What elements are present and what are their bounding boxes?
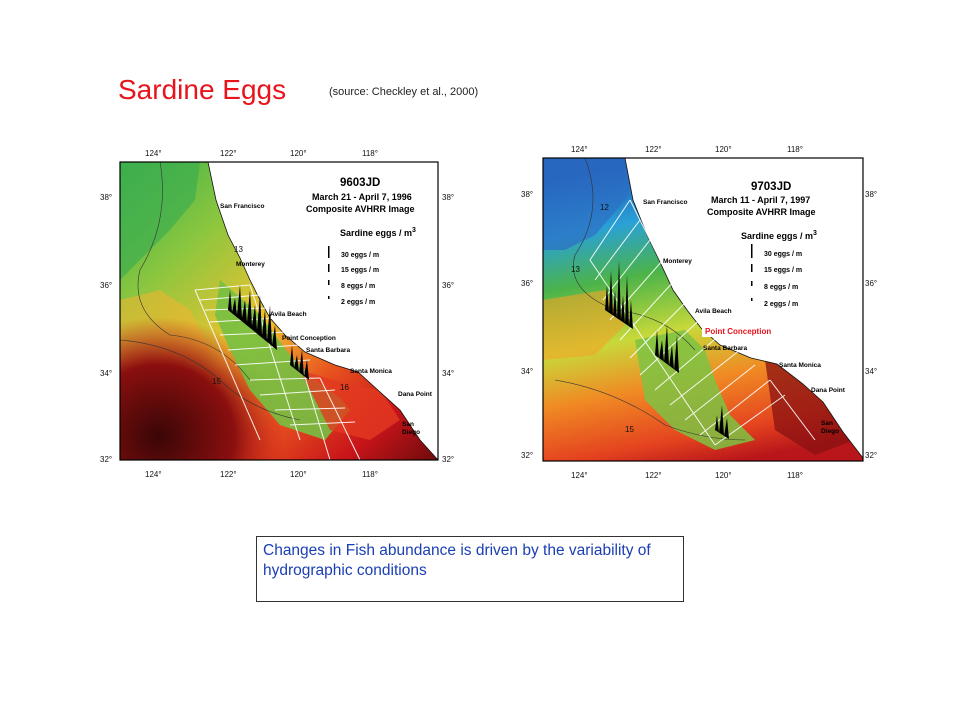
isotherm-labels: 12 13 15 [571,203,634,434]
svg-text:12: 12 [600,203,609,212]
svg-text:32°: 32° [865,451,877,460]
legend-item: 2 eggs / m [764,301,798,308]
map-subtitle: Composite AVHRR Image [306,204,415,214]
svg-text:118°: 118° [787,471,803,480]
egg-density-bars [605,260,729,439]
map-date: March 21 - April 7, 1996 [312,192,412,202]
svg-text:120°: 120° [290,470,307,479]
legend-item: 8 eggs / m [341,283,375,290]
legend-item: 30 eggs / m [764,251,802,258]
land-mass [625,158,863,458]
lat-ticks-right: 38° 36° 34° 32° [865,190,877,460]
svg-text:32°: 32° [100,455,112,464]
svg-text:38°: 38° [100,193,112,202]
svg-text:38°: 38° [865,190,877,199]
svg-text:16: 16 [340,383,349,392]
lat-ticks-left: 38° 36° 34° 32° [100,193,112,464]
map-frame [119,161,439,461]
svg-text:13: 13 [571,265,580,274]
svg-text:34°: 34° [521,367,533,376]
lon-ticks-bottom: 124° 122° 120° 118° [145,470,378,479]
svg-text:34°: 34° [442,369,454,378]
map-frame [542,157,864,462]
svg-text:34°: 34° [865,367,877,376]
svg-text:Santa Barbara: Santa Barbara [703,345,747,352]
svg-text:Santa Monica: Santa Monica [350,368,392,375]
svg-text:San Francisco: San Francisco [643,199,687,206]
legend-title: Sardine eggs / m3 [340,227,416,238]
lat-ticks-left: 38° 36° 34° 32° [521,190,533,460]
svg-text:122°: 122° [645,471,662,480]
sardine-map-1997: 124° 122° 120° 118° 124° 122° 120° 118° … [515,140,885,485]
map-subtitle: Composite AVHRR Image [707,207,816,217]
svg-text:15: 15 [212,377,221,386]
svg-text:Point Conception: Point Conception [282,335,336,342]
source-citation: (source: Checkley et al., 2000) [329,86,479,98]
svg-text:124°: 124° [145,149,162,158]
place-labels: San Francisco Monterey Avila Beach Santa… [643,199,846,435]
svg-text:Diego: Diego [821,428,839,435]
isotherm-labels: 13 15 16 [212,245,349,392]
map-id: 9703JD [751,181,791,193]
legend-item: 30 eggs / m [341,252,379,259]
svg-text:Dana Point: Dana Point [811,387,846,394]
svg-text:122°: 122° [220,470,237,479]
sardine-map-1996: 124° 122° 120° 118° 124° 122° 120° 118° … [100,140,465,485]
svg-text:Monterey: Monterey [663,258,692,265]
svg-text:36°: 36° [865,279,877,288]
svg-text:Avila Beach: Avila Beach [695,308,732,315]
legend-item: 15 eggs / m [341,267,379,274]
svg-text:38°: 38° [442,193,454,202]
legend: 30 eggs / m 15 eggs / m 8 eggs / m 2 egg… [328,246,379,306]
svg-text:32°: 32° [442,455,454,464]
legend-title: Sardine eggs / m3 [741,230,817,241]
page-title: Sardine Eggs [118,74,287,105]
caption-box: Changes in Fish abundance is driven by t… [256,536,684,602]
svg-text:Avila Beach: Avila Beach [270,311,307,318]
svg-text:34°: 34° [100,369,112,378]
svg-text:Monterey: Monterey [236,261,265,268]
legend-item: 2 eggs / m [341,299,375,306]
svg-text:122°: 122° [220,149,237,158]
svg-text:38°: 38° [521,190,533,199]
point-conception-highlight: Point Conception [705,327,771,336]
svg-text:36°: 36° [442,281,454,290]
svg-text:124°: 124° [145,470,162,479]
svg-text:Santa Barbara: Santa Barbara [306,347,350,354]
lon-ticks-top: 124° 122° 120° 118° [145,149,378,158]
svg-text:124°: 124° [571,471,588,480]
svg-text:Dana Point: Dana Point [398,391,433,398]
svg-text:15: 15 [625,425,634,434]
map-date: March 11 - April 7, 1997 [711,195,810,205]
legend-item: 15 eggs / m [764,267,802,274]
lon-ticks-bottom: 124° 122° 120° 118° [571,471,803,480]
svg-text:36°: 36° [100,281,112,290]
svg-text:122°: 122° [645,145,662,154]
svg-text:San: San [402,421,414,428]
point-conception-callout [702,325,766,337]
svg-text:San Francisco: San Francisco [220,203,264,210]
svg-text:32°: 32° [521,451,533,460]
legend-item: 8 eggs / m [764,284,798,291]
svg-text:36°: 36° [521,279,533,288]
svg-text:118°: 118° [362,149,378,158]
svg-text:San: San [821,420,833,427]
svg-text:Santa Monica: Santa Monica [779,362,821,369]
place-labels: San Francisco Monterey Avila Beach Point… [220,203,433,436]
lon-ticks-top: 124° 122° 120° 118° [571,145,803,154]
svg-text:120°: 120° [715,471,732,480]
svg-text:118°: 118° [787,145,803,154]
svg-text:120°: 120° [715,145,732,154]
map-id: 9603JD [340,177,380,189]
legend: 30 eggs / m 15 eggs / m 8 eggs / m 2 egg… [751,244,802,308]
svg-text:13: 13 [234,245,243,254]
svg-text:120°: 120° [290,149,307,158]
svg-text:124°: 124° [571,145,588,154]
svg-text:Diego: Diego [402,429,420,436]
svg-text:118°: 118° [362,470,378,479]
egg-density-bars [228,285,309,380]
lat-ticks-right: 38° 36° 34° 32° [442,193,454,464]
land-mass [208,162,438,460]
